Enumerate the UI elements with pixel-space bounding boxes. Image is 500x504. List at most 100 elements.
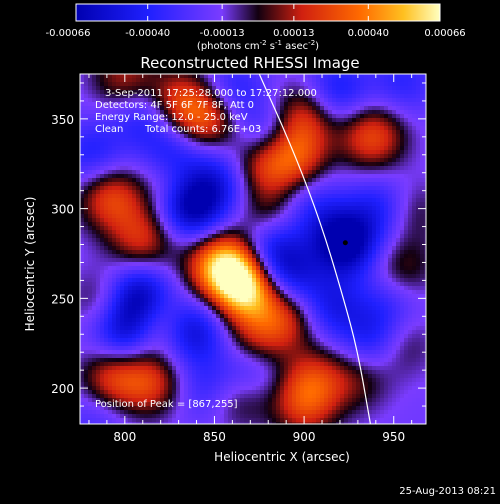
heatmap-cell [252, 202, 257, 207]
heatmap-cell [356, 294, 361, 299]
heatmap-cell [300, 210, 305, 215]
heatmap-cell [324, 262, 329, 267]
heatmap-cell [276, 102, 281, 107]
heatmap-cell [84, 254, 89, 259]
heatmap-cell [164, 210, 169, 215]
heatmap-cell [196, 190, 201, 195]
heatmap-cell [192, 170, 197, 175]
heatmap-cell [404, 162, 409, 167]
heatmap-cell [392, 242, 397, 247]
heatmap-cell [236, 174, 241, 179]
heatmap-cell [384, 142, 389, 147]
heatmap-cell [296, 126, 301, 131]
heatmap-cell [168, 246, 173, 251]
heatmap-cell [308, 162, 313, 167]
heatmap-cell [304, 198, 309, 203]
heatmap-cell [304, 210, 309, 215]
heatmap-cell [316, 142, 321, 147]
heatmap-cell [84, 78, 89, 83]
heatmap-cell [340, 154, 345, 159]
heatmap-cell [264, 226, 269, 231]
heatmap-cell [392, 146, 397, 151]
heatmap-cell [380, 298, 385, 303]
heatmap-cell [184, 278, 189, 283]
heatmap-cell [236, 202, 241, 207]
heatmap-cell [232, 138, 237, 143]
heatmap-cell [148, 146, 153, 151]
heatmap-cell [208, 206, 213, 211]
heatmap-cell [168, 154, 173, 159]
heatmap-cell [144, 82, 149, 87]
heatmap-cell [420, 230, 425, 235]
heatmap-cell [232, 274, 237, 279]
heatmap-cell [192, 174, 197, 179]
heatmap-cell [156, 210, 161, 215]
heatmap-cell [148, 262, 153, 267]
heatmap-cell [136, 206, 141, 211]
heatmap-cell [256, 262, 261, 267]
heatmap-cell [408, 90, 413, 95]
heatmap-cell [404, 238, 409, 243]
heatmap-cell [96, 242, 101, 247]
heatmap-cell [268, 226, 273, 231]
heatmap-cell [220, 270, 225, 275]
heatmap-cell [136, 230, 141, 235]
heatmap-cell [256, 114, 261, 119]
heatmap-cell [372, 134, 377, 139]
heatmap-cell [84, 222, 89, 227]
heatmap-cell [100, 226, 105, 231]
heatmap-cell [284, 222, 289, 227]
heatmap-cell [316, 286, 321, 291]
heatmap-cell [412, 282, 417, 287]
heatmap-cell [244, 218, 249, 223]
heatmap-cell [352, 90, 357, 95]
heatmap-cell [212, 222, 217, 227]
heatmap-cell [88, 230, 93, 235]
heatmap-cell [220, 74, 225, 79]
heatmap-cell [312, 266, 317, 271]
heatmap-cell [160, 142, 165, 147]
heatmap-cell [124, 282, 129, 287]
heatmap-cell [276, 286, 281, 291]
heatmap-cell [300, 286, 305, 291]
heatmap-cell [416, 86, 421, 91]
heatmap-cell [404, 142, 409, 147]
heatmap-cell [276, 270, 281, 275]
heatmap-cell [276, 82, 281, 87]
heatmap-cell [272, 82, 277, 87]
heatmap-cell [304, 290, 309, 295]
heatmap-cell [404, 118, 409, 123]
heatmap-cell [88, 154, 93, 159]
heatmap-cell [148, 238, 153, 243]
heatmap-cell [380, 126, 385, 131]
heatmap-cell [100, 74, 105, 79]
heatmap-cell [220, 234, 225, 239]
heatmap-cell [288, 102, 293, 107]
heatmap-cell [188, 138, 193, 143]
heatmap-cell [224, 218, 229, 223]
heatmap-cell [324, 90, 329, 95]
heatmap-cell [192, 166, 197, 171]
heatmap-cell [388, 134, 393, 139]
heatmap-cell [108, 198, 113, 203]
heatmap-cell [80, 254, 85, 259]
heatmap-cell [192, 282, 197, 287]
heatmap-cell [204, 266, 209, 271]
heatmap-cell [416, 202, 421, 207]
heatmap-cell [364, 106, 369, 111]
heatmap-cell [324, 158, 329, 163]
heatmap-cell [212, 202, 217, 207]
heatmap-cell [120, 186, 125, 191]
heatmap-cell [360, 178, 365, 183]
heatmap-cell [152, 142, 157, 147]
heatmap-cell [372, 250, 377, 255]
heatmap-cell [100, 190, 105, 195]
heatmap-cell [416, 250, 421, 255]
heatmap-cell [268, 122, 273, 127]
heatmap-cell [376, 290, 381, 295]
heatmap-cell [396, 194, 401, 199]
heatmap-cell [288, 166, 293, 171]
heatmap-cell [328, 174, 333, 179]
heatmap-cell [372, 278, 377, 283]
heatmap-cell [80, 162, 85, 167]
